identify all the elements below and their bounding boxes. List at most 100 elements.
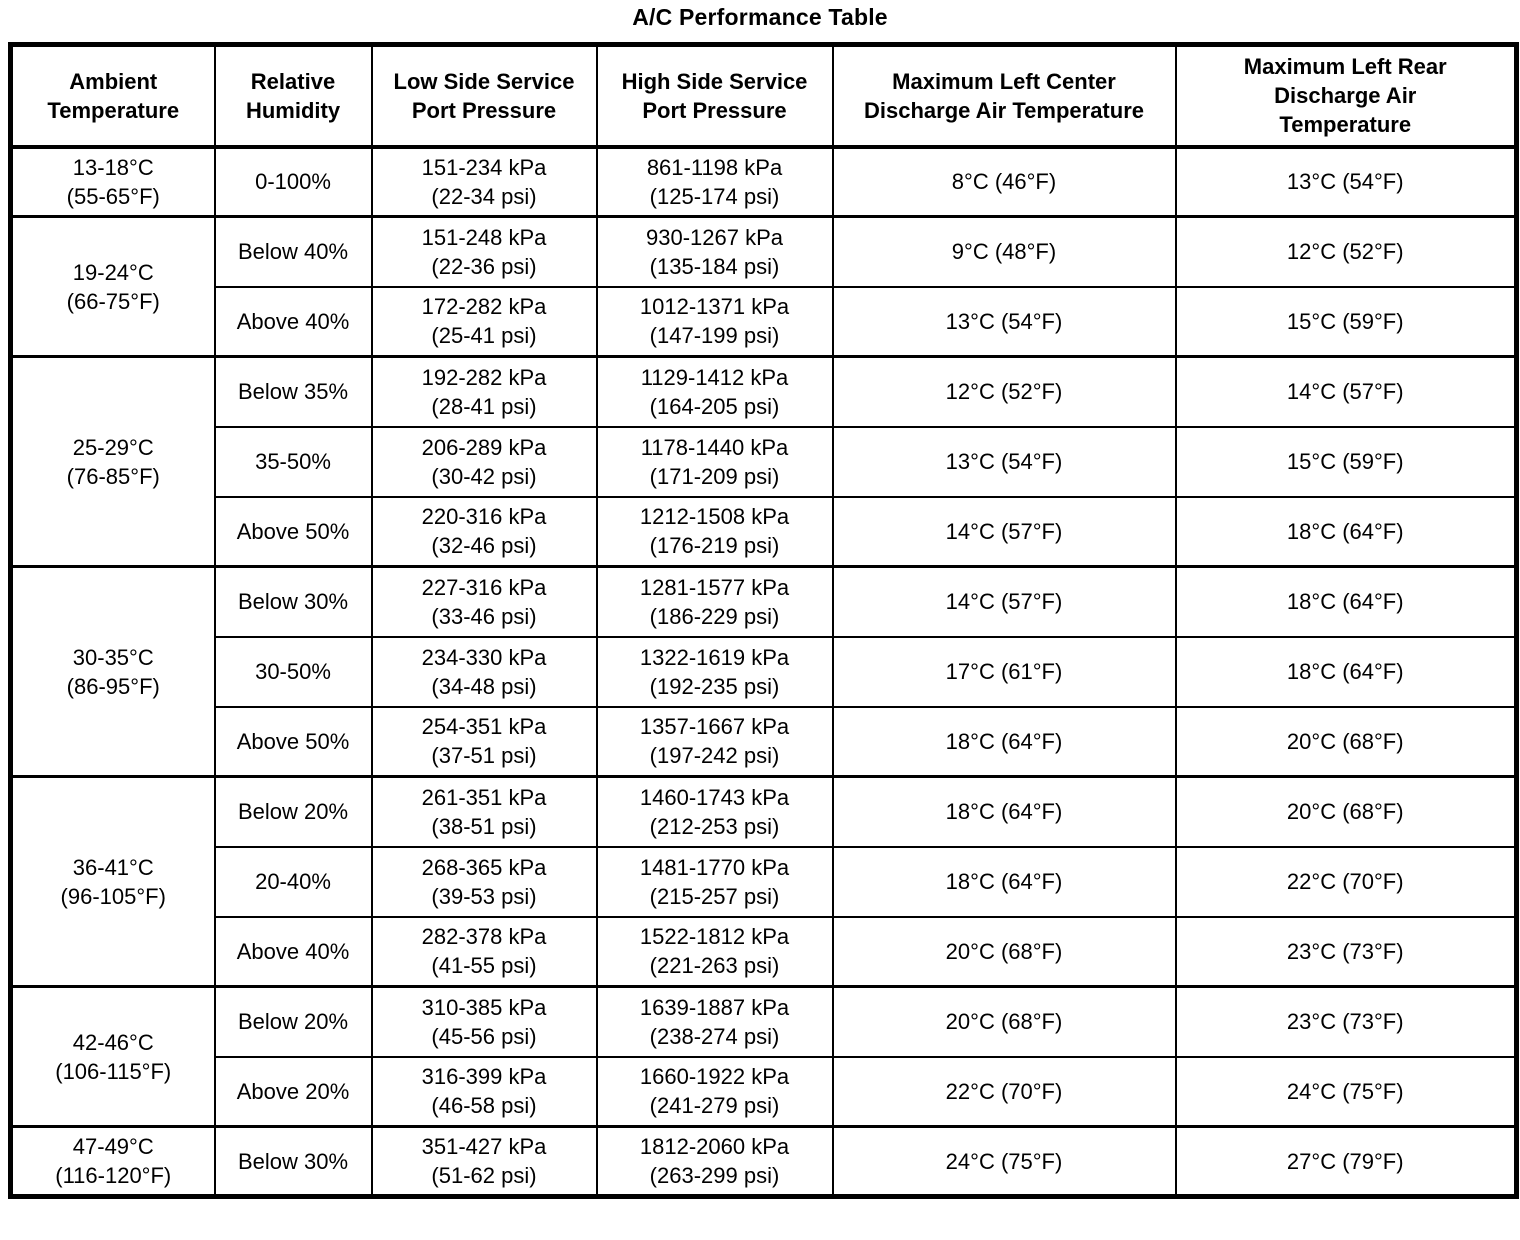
table-body: 13-18°C (55-65°F) 0-100% 151-234 kPa (22-3… xyxy=(9,145,1518,1198)
left-rear-discharge-cell: 18°C (64°F) xyxy=(1174,635,1518,708)
low-side-pressure-cell: 220-316 kPa (32-46 psi) xyxy=(370,495,598,568)
table-row: 30-50% 234-330 kPa (34-48 psi) 1322-1619 k… xyxy=(11,635,1518,708)
high-side-pressure-cell: 1212-1508 kPa (176-219 psi) xyxy=(595,495,834,568)
left-rear-discharge-cell: 15°C (59°F) xyxy=(1174,425,1518,498)
header-max-left-center-discharge: Maximum Left Center Discharge Air Temper… xyxy=(831,43,1177,149)
header-ambient-temperature: Ambient Temperature xyxy=(9,43,216,149)
high-side-pressure-cell: 1129-1412 kPa (164-205 psi) xyxy=(595,355,834,428)
header-low-side-pressure: Low Side Service Port Pressure xyxy=(370,43,598,149)
table-row: Above 50% 254-351 kPa (37-51 psi) 1357-166… xyxy=(11,705,1518,778)
high-side-pressure-cell: 1357-1667 kPa (197-242 psi) xyxy=(595,705,834,778)
left-rear-discharge-cell: 18°C (64°F) xyxy=(1174,565,1518,638)
left-rear-discharge-cell: 14°C (57°F) xyxy=(1174,355,1518,428)
relative-humidity-cell: Above 50% xyxy=(213,495,373,568)
low-side-pressure-cell: 234-330 kPa (34-48 psi) xyxy=(370,635,598,708)
low-side-pressure-cell: 268-365 kPa (39-53 psi) xyxy=(370,845,598,918)
low-side-pressure-cell: 206-289 kPa (30-42 psi) xyxy=(370,425,598,498)
left-rear-discharge-cell: 23°C (73°F) xyxy=(1174,915,1518,988)
ambient-temperature-cell: 19-24°C (66-75°F) xyxy=(9,215,216,358)
low-side-pressure-cell: 316-399 kPa (46-58 psi) xyxy=(370,1055,598,1128)
left-center-discharge-cell: 14°C (57°F) xyxy=(831,565,1177,638)
relative-humidity-cell: Below 20% xyxy=(213,775,373,848)
low-side-pressure-cell: 351-427 kPa (51-62 psi) xyxy=(370,1125,598,1198)
table-row: Above 40% 282-378 kPa (41-55 psi) 1522-181… xyxy=(11,915,1518,988)
left-center-discharge-cell: 18°C (64°F) xyxy=(831,845,1177,918)
relative-humidity-cell: Below 35% xyxy=(213,355,373,428)
relative-humidity-cell: Above 40% xyxy=(213,285,373,358)
left-center-discharge-cell: 20°C (68°F) xyxy=(831,915,1177,988)
high-side-pressure-cell: 861-1198 kPa (125-174 psi) xyxy=(595,145,834,218)
low-side-pressure-cell: 227-316 kPa (33-46 psi) xyxy=(370,565,598,638)
high-side-pressure-cell: 1322-1619 kPa (192-235 psi) xyxy=(595,635,834,708)
table-row: 35-50% 206-289 kPa (30-42 psi) 1178-1440 k… xyxy=(11,425,1518,498)
left-rear-discharge-cell: 20°C (68°F) xyxy=(1174,705,1518,778)
left-rear-discharge-cell: 18°C (64°F) xyxy=(1174,495,1518,568)
low-side-pressure-cell: 151-248 kPa (22-36 psi) xyxy=(370,215,598,288)
left-center-discharge-cell: 18°C (64°F) xyxy=(831,775,1177,848)
ambient-temperature-cell: 42-46°C (106-115°F) xyxy=(9,985,216,1128)
table-row: 20-40% 268-365 kPa (39-53 psi) 1481-1770 k… xyxy=(11,845,1518,918)
left-center-discharge-cell: 13°C (54°F) xyxy=(831,425,1177,498)
low-side-pressure-cell: 151-234 kPa (22-34 psi) xyxy=(370,145,598,218)
left-center-discharge-cell: 17°C (61°F) xyxy=(831,635,1177,708)
left-rear-discharge-cell: 22°C (70°F) xyxy=(1174,845,1518,918)
high-side-pressure-cell: 1012-1371 kPa (147-199 psi) xyxy=(595,285,834,358)
high-side-pressure-cell: 1522-1812 kPa (221-263 psi) xyxy=(595,915,834,988)
relative-humidity-cell: Below 40% xyxy=(213,215,373,288)
header-max-left-rear-discharge: Maximum Left Rear Discharge Air Temperat… xyxy=(1174,43,1518,149)
low-side-pressure-cell: 282-378 kPa (41-55 psi) xyxy=(370,915,598,988)
left-center-discharge-cell: 9°C (48°F) xyxy=(831,215,1177,288)
left-center-discharge-cell: 14°C (57°F) xyxy=(831,495,1177,568)
left-center-discharge-cell: 18°C (64°F) xyxy=(831,705,1177,778)
relative-humidity-cell: Above 40% xyxy=(213,915,373,988)
ac-performance-table: Ambient Temperature Relative Humidity Lo… xyxy=(8,42,1519,1199)
relative-humidity-cell: Above 50% xyxy=(213,705,373,778)
table-row: 25-29°C (76-85°F) Below 35% 192-282 kPa (2… xyxy=(9,355,1518,568)
left-rear-discharge-cell: 27°C (79°F) xyxy=(1174,1125,1518,1198)
high-side-pressure-cell: 1481-1770 kPa (215-257 psi) xyxy=(595,845,834,918)
table-row: 47-49°C (116-120°F) Below 30% 351-427 kPa … xyxy=(9,1125,1518,1198)
table-row: 36-41°C (96-105°F) Below 20% 261-351 kPa (… xyxy=(9,775,1518,988)
table-header: Ambient Temperature Relative Humidity Lo… xyxy=(9,43,1518,149)
left-center-discharge-cell: 12°C (52°F) xyxy=(831,355,1177,428)
low-side-pressure-cell: 192-282 kPa (28-41 psi) xyxy=(370,355,598,428)
left-rear-discharge-cell: 24°C (75°F) xyxy=(1174,1055,1518,1128)
ambient-temperature-cell: 13-18°C (55-65°F) xyxy=(9,145,216,218)
table-row: Above 50% 220-316 kPa (32-46 psi) 1212-150… xyxy=(11,495,1518,568)
table-row: 13-18°C (55-65°F) 0-100% 151-234 kPa (22-3… xyxy=(9,145,1518,218)
page-title: A/C Performance Table xyxy=(632,4,888,30)
low-side-pressure-cell: 172-282 kPa (25-41 psi) xyxy=(370,285,598,358)
relative-humidity-cell: 35-50% xyxy=(213,425,373,498)
high-side-pressure-cell: 1281-1577 kPa (186-229 psi) xyxy=(595,565,834,638)
relative-humidity-cell: Below 20% xyxy=(213,985,373,1058)
low-side-pressure-cell: 254-351 kPa (37-51 psi) xyxy=(370,705,598,778)
ambient-temperature-cell: 47-49°C (116-120°F) xyxy=(9,1125,216,1198)
relative-humidity-cell: 30-50% xyxy=(213,635,373,708)
left-center-discharge-cell: 22°C (70°F) xyxy=(831,1055,1177,1128)
header-relative-humidity: Relative Humidity xyxy=(213,43,373,149)
relative-humidity-cell: Below 30% xyxy=(213,565,373,638)
table-row: Above 20% 316-399 kPa (46-58 psi) 1660-192… xyxy=(11,1055,1518,1128)
left-center-discharge-cell: 24°C (75°F) xyxy=(831,1125,1177,1198)
ambient-temperature-cell: 25-29°C (76-85°F) xyxy=(9,355,216,568)
high-side-pressure-cell: 1178-1440 kPa (171-209 psi) xyxy=(595,425,834,498)
high-side-pressure-cell: 1660-1922 kPa (241-279 psi) xyxy=(595,1055,834,1128)
high-side-pressure-cell: 1460-1743 kPa (212-253 psi) xyxy=(595,775,834,848)
relative-humidity-cell: Below 30% xyxy=(213,1125,373,1198)
left-rear-discharge-cell: 15°C (59°F) xyxy=(1174,285,1518,358)
left-center-discharge-cell: 13°C (54°F) xyxy=(831,285,1177,358)
table-row: Above 40% 172-282 kPa (25-41 psi) 1012-137… xyxy=(11,285,1518,358)
ambient-temperature-cell: 30-35°C (86-95°F) xyxy=(9,565,216,778)
left-center-discharge-cell: 8°C (46°F) xyxy=(831,145,1177,218)
low-side-pressure-cell: 261-351 kPa (38-51 psi) xyxy=(370,775,598,848)
table-row: 19-24°C (66-75°F) Below 40% 151-248 kPa (2… xyxy=(9,215,1518,358)
relative-humidity-cell: Above 20% xyxy=(213,1055,373,1128)
relative-humidity-cell: 0-100% xyxy=(213,145,373,218)
ambient-temperature-cell: 36-41°C (96-105°F) xyxy=(9,775,216,988)
left-rear-discharge-cell: 23°C (73°F) xyxy=(1174,985,1518,1058)
high-side-pressure-cell: 1639-1887 kPa (238-274 psi) xyxy=(595,985,834,1058)
relative-humidity-cell: 20-40% xyxy=(213,845,373,918)
high-side-pressure-cell: 930-1267 kPa (135-184 psi) xyxy=(595,215,834,288)
table-row: 42-46°C (106-115°F) Below 20% 310-385 kPa … xyxy=(9,985,1518,1128)
left-rear-discharge-cell: 20°C (68°F) xyxy=(1174,775,1518,848)
